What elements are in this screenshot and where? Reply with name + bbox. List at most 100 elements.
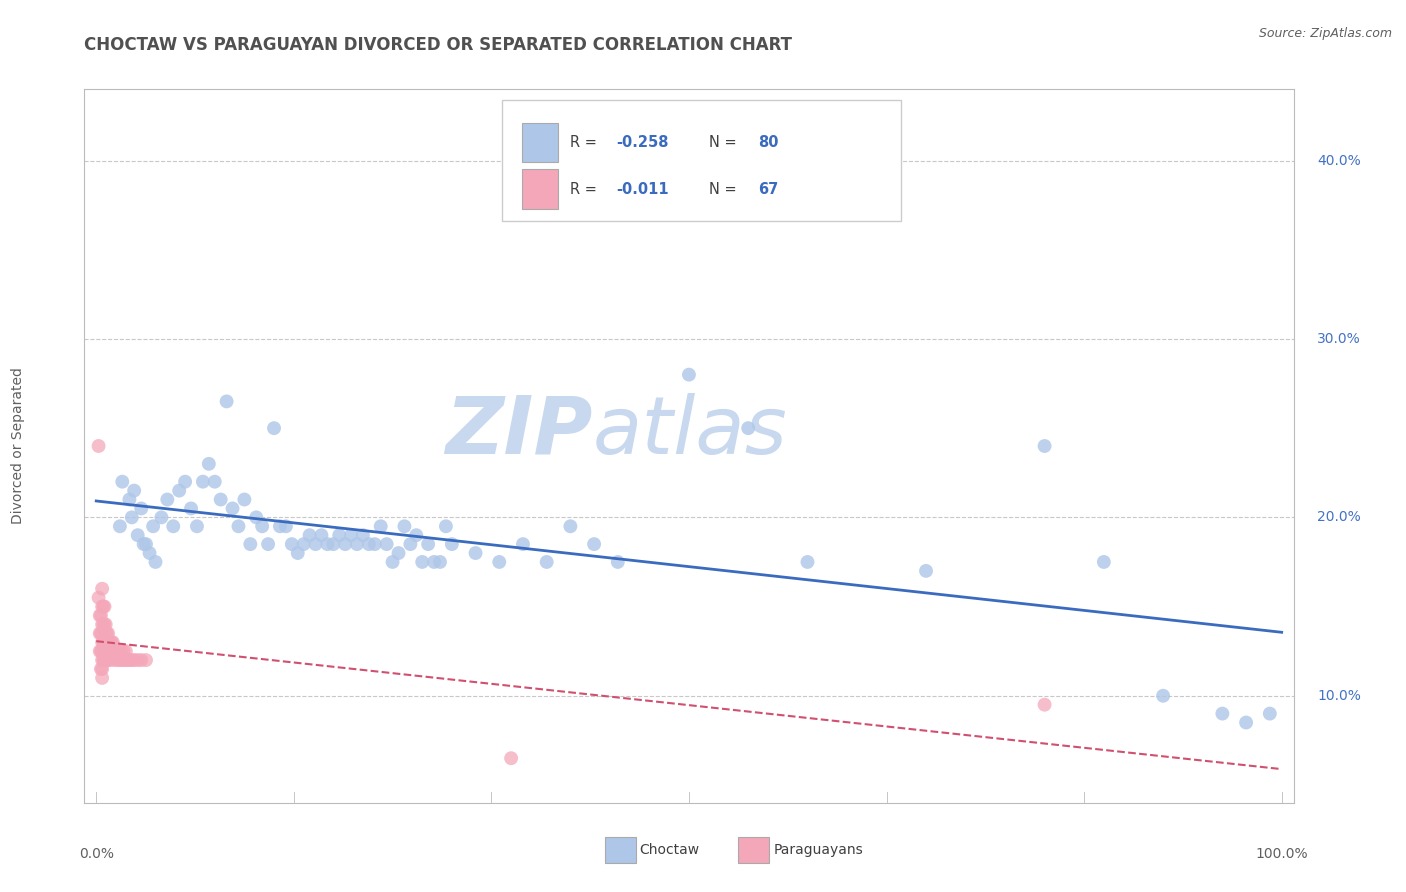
Point <box>108 653 131 667</box>
Bar <box>522 123 558 162</box>
Text: 80: 80 <box>758 136 779 150</box>
Point <box>110 644 132 658</box>
Point <box>796 555 818 569</box>
Point <box>101 644 124 658</box>
Point <box>91 653 114 667</box>
Point <box>96 644 118 658</box>
Point <box>536 555 558 569</box>
Text: N =: N = <box>710 136 742 150</box>
Point <box>104 644 127 658</box>
Point <box>322 537 344 551</box>
Point <box>434 519 457 533</box>
Text: CHOCTAW VS PARAGUAYAN DIVORCED OR SEPARATED CORRELATION CHART: CHOCTAW VS PARAGUAYAN DIVORCED OR SEPARA… <box>84 36 793 54</box>
Text: Paraguayans: Paraguayans <box>773 843 863 857</box>
Point <box>512 537 534 551</box>
Point <box>411 555 433 569</box>
Point <box>1234 715 1257 730</box>
Text: 67: 67 <box>758 182 778 196</box>
Point <box>91 671 114 685</box>
Point <box>440 537 463 551</box>
Point <box>333 537 356 551</box>
Point <box>678 368 700 382</box>
Point <box>91 635 114 649</box>
Point <box>138 546 160 560</box>
Text: 30.0%: 30.0% <box>1317 332 1361 346</box>
Point <box>129 653 152 667</box>
Point <box>100 635 122 649</box>
Point <box>107 644 129 658</box>
Point <box>429 555 451 569</box>
Bar <box>522 169 558 209</box>
Point <box>98 653 121 667</box>
Point <box>97 626 120 640</box>
Point <box>91 617 114 632</box>
Point <box>1092 555 1115 569</box>
Point <box>418 537 440 551</box>
Point <box>127 528 149 542</box>
Point <box>606 555 628 569</box>
Point <box>129 501 152 516</box>
Point <box>105 644 128 658</box>
Point <box>186 519 208 533</box>
Point <box>90 662 112 676</box>
Point <box>292 537 315 551</box>
Point <box>145 555 167 569</box>
Point <box>915 564 938 578</box>
Point <box>91 635 114 649</box>
Point <box>399 537 422 551</box>
Point <box>287 546 309 560</box>
Point <box>93 653 115 667</box>
Point <box>87 439 110 453</box>
Point <box>108 519 131 533</box>
Point <box>135 653 157 667</box>
Point <box>239 537 262 551</box>
Point <box>127 653 149 667</box>
Point <box>352 528 374 542</box>
Point <box>100 644 122 658</box>
Text: N =: N = <box>710 182 742 196</box>
Point <box>103 653 125 667</box>
Point <box>94 635 117 649</box>
Point <box>233 492 256 507</box>
Point <box>94 617 117 632</box>
Point <box>328 528 350 542</box>
Point <box>488 555 510 569</box>
Point <box>111 653 134 667</box>
Point <box>122 483 145 498</box>
Point <box>156 492 179 507</box>
Point <box>103 644 125 658</box>
Point <box>304 537 326 551</box>
Point <box>737 421 759 435</box>
Point <box>198 457 221 471</box>
Point <box>405 528 427 542</box>
Point <box>115 644 138 658</box>
Text: -0.011: -0.011 <box>616 182 669 196</box>
Point <box>250 519 273 533</box>
Point <box>209 492 232 507</box>
Point <box>101 635 124 649</box>
Point <box>150 510 173 524</box>
Point <box>118 492 141 507</box>
Point <box>91 644 114 658</box>
Point <box>464 546 486 560</box>
Point <box>357 537 380 551</box>
Point <box>215 394 238 409</box>
Point <box>1211 706 1233 721</box>
Point <box>97 644 120 658</box>
Point <box>263 421 285 435</box>
Point <box>346 537 368 551</box>
Point <box>387 546 409 560</box>
Point <box>111 475 134 489</box>
Point <box>162 519 184 533</box>
Text: 100.0%: 100.0% <box>1256 847 1308 862</box>
Text: 10.0%: 10.0% <box>1317 689 1361 703</box>
Point <box>316 537 339 551</box>
Point <box>274 519 297 533</box>
Point <box>90 608 112 623</box>
Text: -0.258: -0.258 <box>616 136 669 150</box>
Point <box>375 537 398 551</box>
Point <box>97 653 120 667</box>
Point <box>381 555 404 569</box>
Point <box>583 537 606 551</box>
Point <box>94 626 117 640</box>
